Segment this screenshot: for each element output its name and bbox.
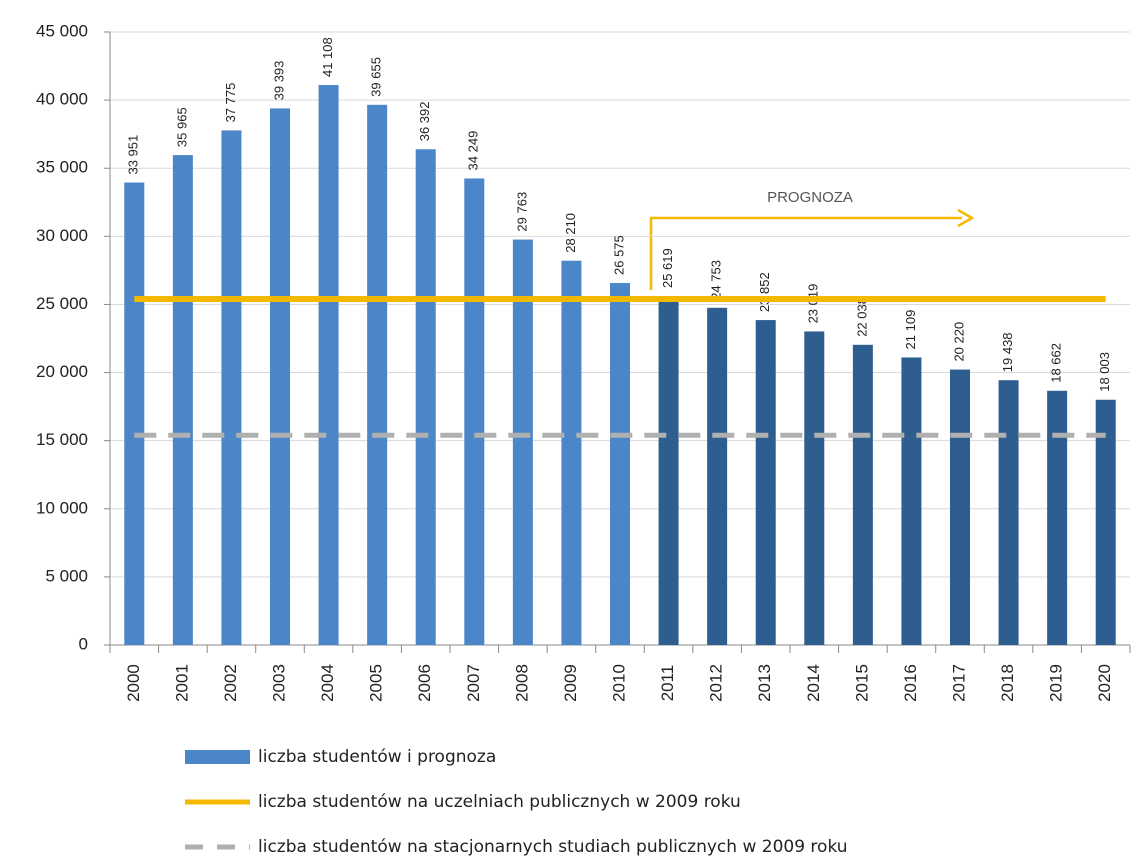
x-tick-label: 2016 bbox=[901, 664, 920, 702]
bar bbox=[804, 331, 825, 645]
x-tick-label: 2000 bbox=[124, 664, 143, 702]
x-tick-label: 2002 bbox=[221, 664, 240, 702]
annotation: PROGNOZA bbox=[767, 189, 853, 206]
bar bbox=[852, 344, 873, 645]
bar bbox=[367, 104, 388, 645]
value-label: 18 662 bbox=[1049, 343, 1064, 383]
x-tick-label: 2017 bbox=[949, 664, 968, 702]
x-tick-label: 2019 bbox=[1047, 664, 1066, 702]
x-tick-label: 2013 bbox=[755, 664, 774, 702]
bar bbox=[318, 85, 339, 645]
y-tick-label: 35 000 bbox=[36, 158, 88, 177]
value-label: 19 438 bbox=[1000, 332, 1015, 372]
bar bbox=[658, 296, 679, 645]
bar bbox=[950, 369, 970, 645]
value-label: 24 753 bbox=[709, 260, 724, 300]
value-label: 34 249 bbox=[466, 131, 481, 171]
x-tick-label: 2010 bbox=[609, 664, 628, 702]
x-tick-label: 2004 bbox=[318, 664, 337, 702]
value-label: 22 038 bbox=[854, 297, 869, 337]
y-tick-label: 0 bbox=[79, 634, 88, 653]
forecast-arrow bbox=[649, 216, 962, 290]
legend-label: liczba studentów na uczelniach publiczny… bbox=[258, 792, 741, 812]
x-tick-label: 2005 bbox=[367, 664, 386, 702]
bar bbox=[998, 380, 1019, 645]
bar bbox=[464, 178, 485, 645]
forecast-arrowhead bbox=[957, 208, 975, 228]
bar bbox=[755, 320, 776, 645]
legend-swatch bbox=[185, 750, 250, 764]
value-label: 41 108 bbox=[320, 37, 335, 77]
bar bbox=[221, 130, 242, 646]
x-tick-label: 2003 bbox=[269, 664, 288, 702]
legend-label: liczba studentów na stacjonarnych studia… bbox=[258, 837, 848, 857]
bar bbox=[1047, 390, 1068, 645]
y-tick-label: 40 000 bbox=[36, 90, 88, 109]
value-label: 39 393 bbox=[271, 61, 286, 101]
x-tick-label: 2009 bbox=[561, 664, 580, 702]
bar bbox=[901, 357, 922, 645]
bar bbox=[270, 108, 290, 645]
legend-label: liczba studentów i prognoza bbox=[258, 747, 496, 767]
bar bbox=[1095, 399, 1116, 645]
bar bbox=[707, 307, 728, 645]
value-label: 28 210 bbox=[563, 213, 578, 253]
x-tick-label: 2001 bbox=[172, 664, 191, 702]
y-tick-label: 30 000 bbox=[36, 226, 88, 245]
bar bbox=[512, 239, 533, 645]
bar bbox=[610, 282, 630, 645]
x-tick-label: 2015 bbox=[852, 664, 871, 702]
x-tick-label: 2008 bbox=[512, 664, 531, 702]
x-tick-label: 2007 bbox=[464, 664, 483, 702]
y-tick-label: 25 000 bbox=[36, 294, 88, 313]
x-tick-label: 2012 bbox=[707, 664, 726, 702]
value-label: 35 965 bbox=[174, 107, 189, 147]
x-tick-label: 2006 bbox=[415, 664, 434, 702]
value-label: 36 392 bbox=[417, 101, 432, 141]
value-label: 20 220 bbox=[951, 322, 966, 362]
value-label: 21 109 bbox=[903, 310, 918, 350]
value-label: 29 763 bbox=[514, 192, 529, 232]
value-label: 23 852 bbox=[757, 272, 772, 312]
x-tick-label: 2018 bbox=[998, 664, 1017, 702]
y-tick-label: 15 000 bbox=[36, 430, 88, 449]
y-tick-label: 45 000 bbox=[36, 21, 88, 40]
value-label: 25 619 bbox=[660, 248, 675, 288]
bar bbox=[415, 149, 436, 646]
value-label: 23 019 bbox=[806, 284, 821, 324]
value-label: 37 775 bbox=[223, 83, 238, 123]
value-label: 18 003 bbox=[1097, 352, 1112, 392]
bar bbox=[561, 260, 582, 645]
x-tick-label: 2011 bbox=[658, 665, 677, 702]
x-tick-label: 2014 bbox=[804, 664, 823, 702]
bar bbox=[172, 155, 193, 645]
value-label: 26 575 bbox=[611, 235, 626, 275]
y-tick-label: 10 000 bbox=[36, 498, 88, 517]
y-tick-label: 5 000 bbox=[45, 566, 88, 585]
value-label: 39 655 bbox=[369, 57, 384, 97]
value-label: 33 951 bbox=[126, 135, 141, 175]
x-tick-label: 2020 bbox=[1095, 664, 1114, 702]
y-tick-label: 20 000 bbox=[36, 362, 88, 381]
bar bbox=[124, 182, 145, 645]
